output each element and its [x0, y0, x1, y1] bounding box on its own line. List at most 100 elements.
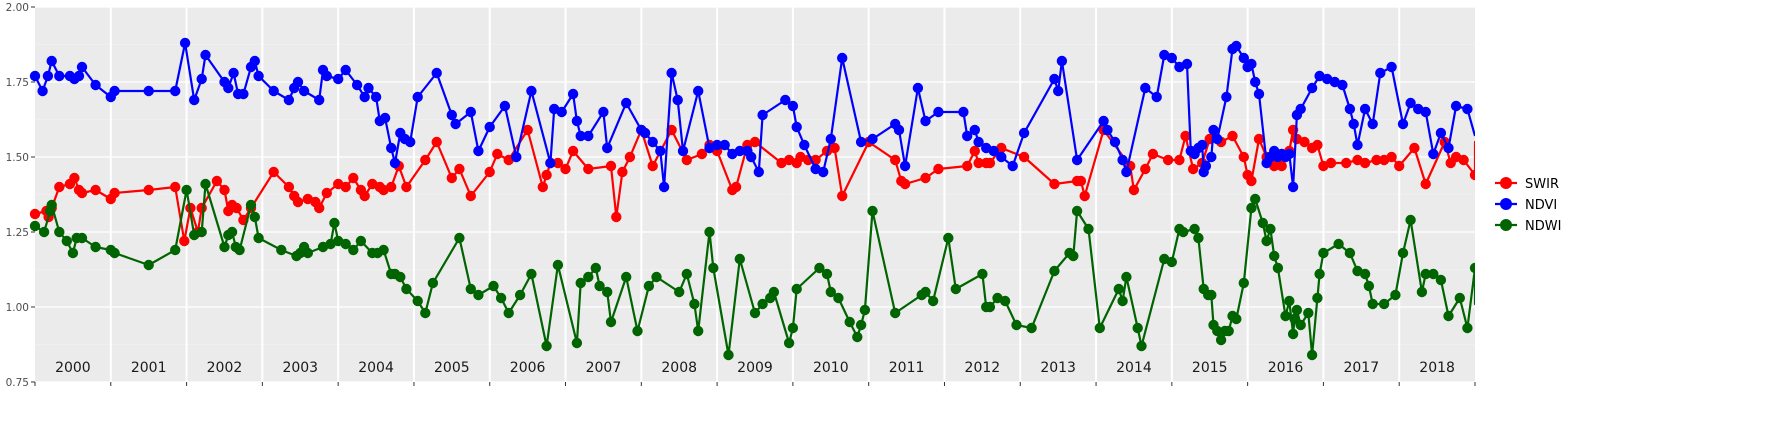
- ndwi-point: [821, 268, 833, 280]
- ndwi-point: [76, 232, 88, 244]
- ndvi-point: [431, 67, 442, 79]
- ndvi-points: [29, 37, 1473, 193]
- year-label: 2018: [1419, 360, 1455, 376]
- swir-point: [348, 172, 359, 184]
- ndwi-point: [329, 217, 340, 229]
- ndwi-point: [1312, 292, 1323, 304]
- ndvi-point: [1007, 160, 1018, 172]
- ndvi-point: [1450, 100, 1462, 112]
- swir-point: [1227, 130, 1238, 142]
- ndwi-point: [814, 262, 825, 274]
- swir-point: [1246, 175, 1257, 187]
- ndvi-point: [196, 73, 207, 85]
- ndwi-point: [1113, 283, 1125, 295]
- ndvi-point: [1367, 118, 1378, 130]
- ndvi-point: [42, 70, 54, 82]
- ndvi-point: [37, 85, 48, 97]
- ndvi-point: [647, 136, 658, 148]
- ndvi-point: [583, 130, 594, 142]
- ndwi-point: [1295, 319, 1306, 331]
- swir-point: [69, 172, 80, 184]
- ndwi-point: [355, 235, 367, 247]
- grid-lines: [35, 6, 1475, 383]
- ndvi-point: [621, 97, 632, 109]
- ndwi-point: [109, 247, 120, 259]
- ndvi-point: [567, 88, 579, 100]
- swir-point: [1079, 190, 1090, 202]
- ndvi-point: [359, 91, 370, 103]
- swir-point: [484, 166, 495, 178]
- swir-points: [29, 124, 1481, 247]
- ndwi-point: [1272, 262, 1284, 274]
- swir-point: [749, 136, 761, 148]
- ndwi-point: [651, 271, 662, 283]
- swir-point: [1420, 178, 1431, 190]
- ndvi-point: [1166, 52, 1178, 64]
- ndwi-point: [196, 226, 207, 238]
- ndvi-point: [1117, 154, 1128, 166]
- y-tick-label: 2.00: [6, 2, 29, 14]
- swir-point: [973, 157, 984, 169]
- swir-point: [1458, 154, 1469, 166]
- ndwi-point: [674, 286, 685, 298]
- ndvi-point: [200, 49, 211, 61]
- ndwi-point: [427, 277, 439, 289]
- ndwi-point: [276, 244, 287, 256]
- ndvi-point: [1208, 124, 1219, 136]
- year-label: 2009: [737, 360, 773, 376]
- ndwi-point: [1443, 310, 1454, 322]
- ndwi-point: [855, 319, 867, 331]
- ndwi-point: [825, 286, 836, 298]
- ndvi-point: [1197, 139, 1208, 151]
- swir-point: [492, 148, 503, 160]
- legend-label-ndvi: NDVI: [1525, 198, 1557, 213]
- swir-point: [420, 154, 431, 166]
- plot-edge-mask: [1475, 0, 1487, 442]
- ndvi-point: [283, 94, 295, 106]
- x-axis-ticks: [34, 382, 1476, 386]
- ndwi-point: [1189, 223, 1200, 235]
- ndwi-point: [575, 277, 586, 289]
- ndvi-point: [292, 76, 304, 88]
- ndwi-point: [1306, 349, 1318, 361]
- ndwi-point: [1121, 271, 1132, 283]
- ndvi-point: [639, 127, 651, 139]
- swir-point: [617, 166, 628, 178]
- ndwi-point: [852, 331, 863, 343]
- ndvi-point: [1306, 82, 1318, 94]
- swir-point: [170, 181, 181, 193]
- ndwi-point: [1378, 298, 1390, 310]
- ndvi-point: [179, 37, 191, 49]
- ndvi-point: [893, 124, 905, 136]
- legend-key-ndwi-dot: [1500, 219, 1512, 231]
- swir-point: [696, 148, 708, 160]
- y-tick-label: 1.00: [6, 302, 29, 314]
- ndvi-point: [787, 100, 799, 112]
- ndwi-point: [1333, 238, 1344, 250]
- ndwi-point: [54, 226, 65, 238]
- ndvi-point: [143, 85, 154, 97]
- swir-point: [401, 181, 412, 193]
- ndwi-point: [1223, 325, 1234, 337]
- ndvi-point: [473, 145, 484, 157]
- ndwi-point: [249, 211, 260, 223]
- ndwi-point: [757, 298, 768, 310]
- swir-point: [321, 187, 332, 199]
- ndwi-point: [590, 262, 601, 274]
- year-label: 2015: [1192, 360, 1228, 376]
- ndwi-point: [643, 280, 655, 292]
- ndvi-point: [1231, 40, 1242, 52]
- year-label: 2016: [1268, 360, 1304, 376]
- ndwi-point: [1026, 322, 1037, 334]
- ndvi-point: [1212, 133, 1223, 145]
- swir-point: [1359, 157, 1371, 169]
- ndvi-point: [791, 121, 802, 133]
- swir-point: [465, 190, 476, 202]
- ndwi-point: [514, 289, 526, 301]
- ndvi-point: [450, 118, 461, 130]
- swir-point: [454, 163, 465, 175]
- ndwi-point: [200, 178, 211, 190]
- swir-point: [624, 151, 636, 163]
- swir-point: [143, 184, 154, 196]
